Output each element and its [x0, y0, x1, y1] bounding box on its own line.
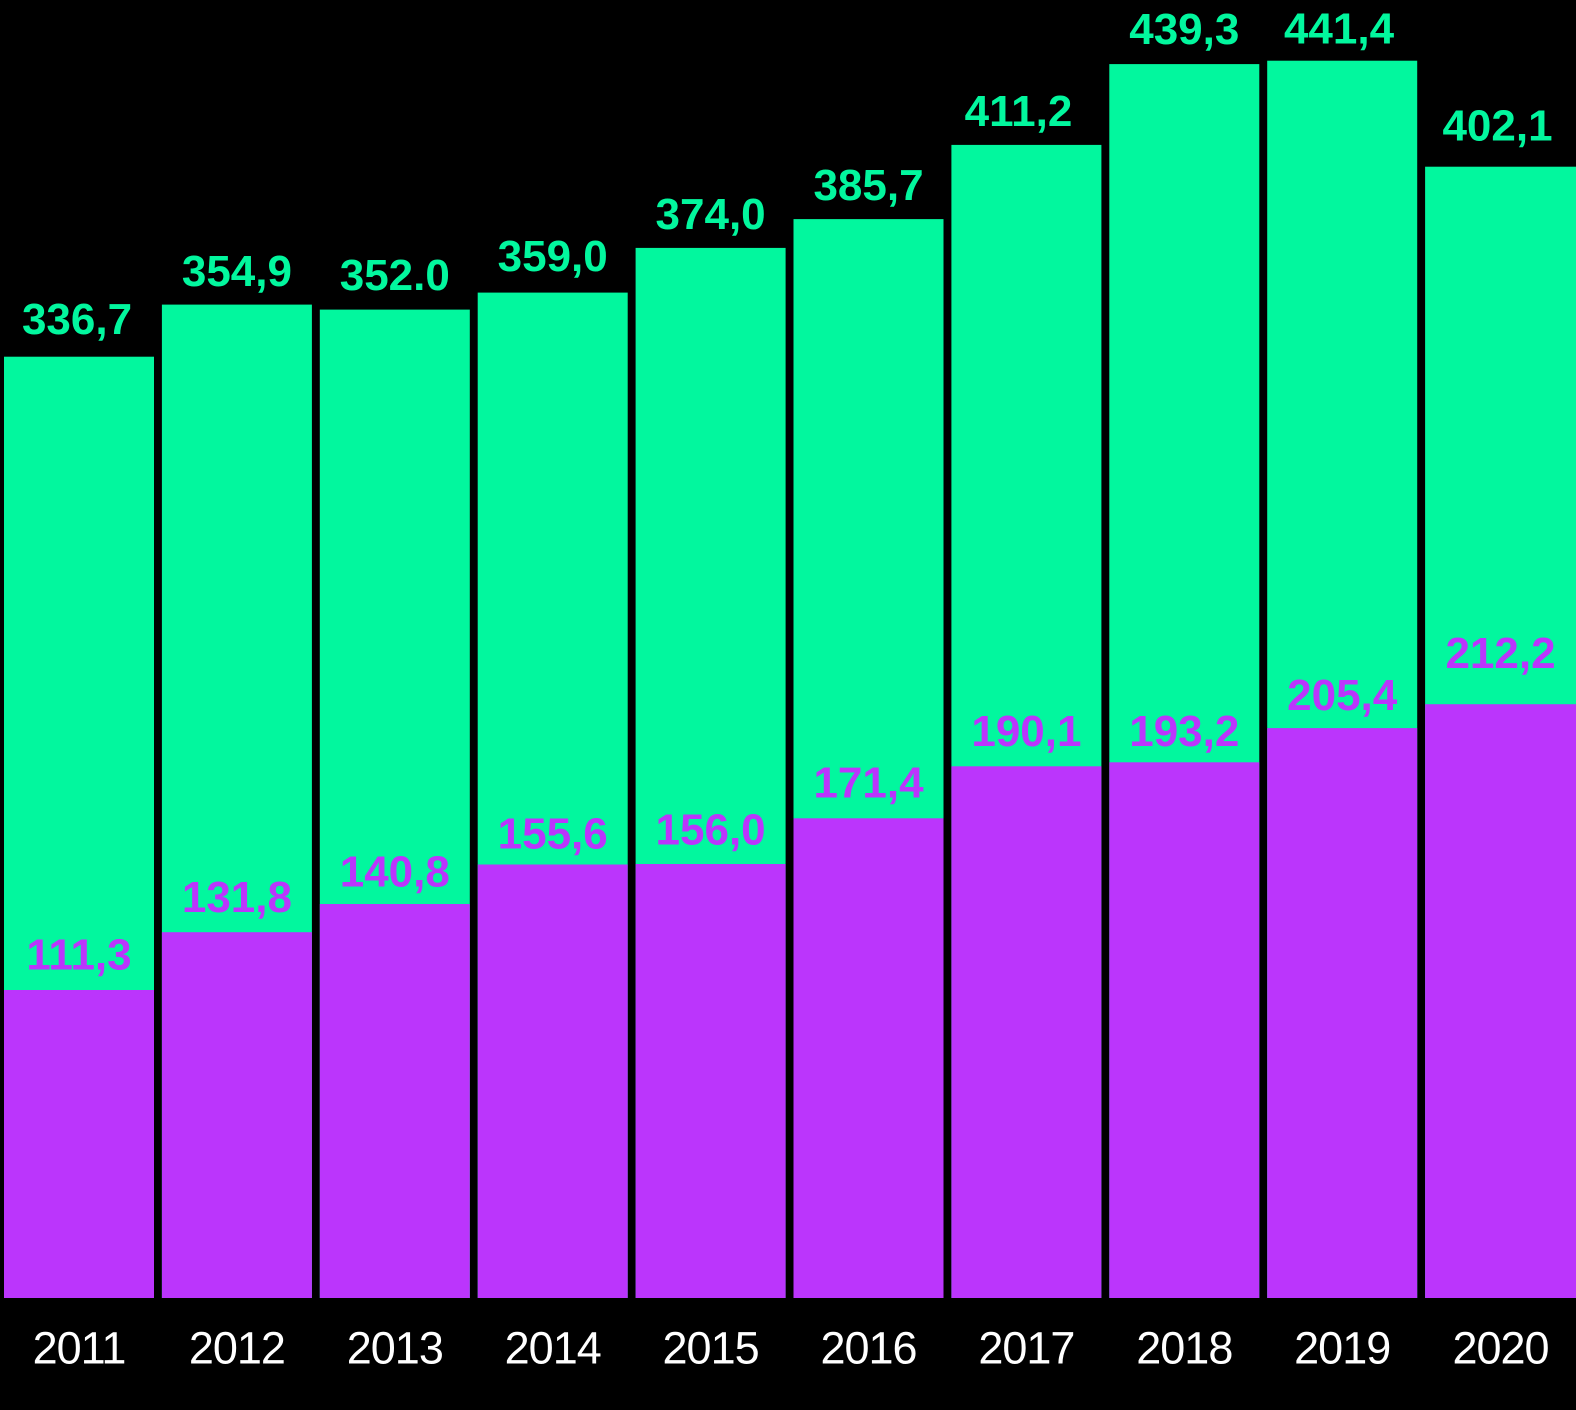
svg-text:2011: 2011 [33, 1323, 126, 1374]
svg-text:205,4: 205,4 [1287, 671, 1398, 720]
svg-text:156,0: 156,0 [656, 805, 766, 854]
svg-text:336,7: 336,7 [22, 295, 132, 344]
svg-text:411,2: 411,2 [965, 87, 1073, 136]
svg-text:111,3: 111,3 [26, 931, 131, 980]
svg-text:385,7: 385,7 [813, 161, 923, 210]
svg-text:374,0: 374,0 [656, 190, 766, 239]
svg-text:131,8: 131,8 [182, 873, 292, 922]
svg-text:402,1: 402,1 [1442, 101, 1552, 150]
svg-text:171,4: 171,4 [813, 759, 924, 808]
svg-text:2014: 2014 [505, 1323, 601, 1374]
svg-text:140,8: 140,8 [340, 847, 450, 896]
svg-text:2013: 2013 [347, 1323, 443, 1374]
svg-text:359,0: 359,0 [498, 232, 608, 281]
svg-text:2019: 2019 [1294, 1323, 1390, 1374]
svg-text:193,2: 193,2 [1129, 707, 1239, 756]
svg-text:354,9: 354,9 [182, 247, 292, 296]
svg-text:155,6: 155,6 [498, 809, 608, 858]
svg-text:190,1: 190,1 [971, 707, 1081, 756]
svg-text:2016: 2016 [820, 1323, 916, 1374]
svg-text:2020: 2020 [1452, 1323, 1548, 1374]
svg-text:2015: 2015 [663, 1323, 759, 1374]
svg-text:212,2: 212,2 [1445, 629, 1555, 678]
svg-text:2018: 2018 [1136, 1323, 1232, 1374]
svg-text:439,3: 439,3 [1129, 5, 1239, 54]
svg-text:2017: 2017 [978, 1323, 1074, 1374]
svg-text:2012: 2012 [189, 1323, 285, 1374]
svg-text:352.0: 352.0 [340, 251, 450, 300]
svg-text:441,4: 441,4 [1284, 5, 1395, 54]
